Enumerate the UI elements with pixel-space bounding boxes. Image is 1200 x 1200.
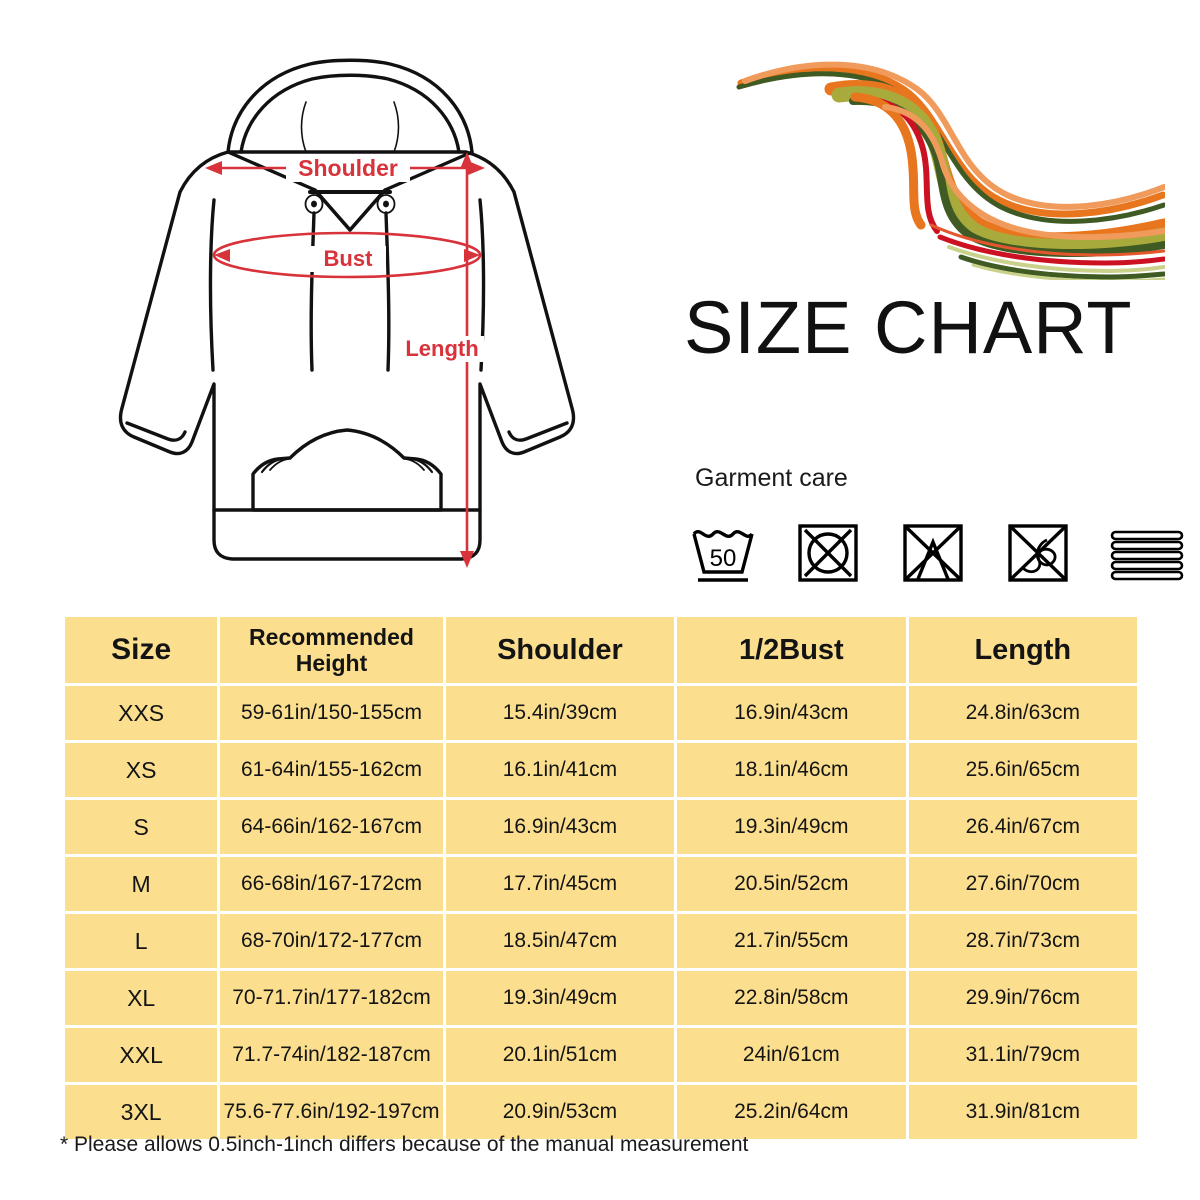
hoodie-measurement-diagram: Shoulder Bust Length: [118, 58, 576, 568]
garment-care-label: Garment care: [695, 464, 848, 492]
row-4-half-bust: 21.7in/55cm: [677, 914, 906, 968]
row-3-half-bust: 20.5in/52cm: [677, 857, 906, 911]
row-5-recommended-height: 70-71.7in/177-182cm: [220, 971, 443, 1025]
row-2-size: S: [65, 800, 218, 854]
dry-flat-lines-icon: [1110, 530, 1184, 581]
row-2-shoulder: 16.9in/43cm: [445, 800, 675, 854]
row-4-recommended-height: 68-70in/172-177cm: [220, 914, 443, 968]
row-7-recommended-height: 75.6-77.6in/192-197cm: [220, 1085, 443, 1139]
diagram-label-length: Length: [405, 336, 478, 361]
row-0-size: XXS: [65, 686, 218, 740]
table-header-row: Size Recommended Height Shoulder 1/2Bust…: [65, 617, 1137, 683]
row-4-size: L: [65, 914, 218, 968]
table-row: M 66-68in/167-172cm 17.7in/45cm 20.5in/52cm…: [65, 857, 1137, 911]
row-3-recommended-height: 66-68in/167-172cm: [220, 857, 443, 911]
row-6-length: 31.1in/79cm: [908, 1028, 1137, 1082]
row-7-shoulder: 20.9in/53cm: [445, 1085, 675, 1139]
size-chart-table: Size Recommended Height Shoulder 1/2Bust…: [62, 614, 1140, 1142]
row-7-size: 3XL: [65, 1085, 218, 1139]
row-3-shoulder: 17.7in/45cm: [445, 857, 675, 911]
diagram-label-bust: Bust: [324, 246, 374, 271]
row-7-half-bust: 25.2in/64cm: [677, 1085, 906, 1139]
table-row: 3XL 75.6-77.6in/192-197cm 20.9in/53cm 25.2i…: [65, 1085, 1137, 1139]
row-3-size: M: [65, 857, 218, 911]
row-0-half-bust: 16.9in/43cm: [677, 686, 906, 740]
do-not-dry-icon: [903, 524, 963, 582]
column-header-size: Size: [65, 617, 218, 683]
row-6-recommended-height: 71.7-74in/182-187cm: [220, 1028, 443, 1082]
table-row: XL 70-71.7in/177-182cm 19.3in/49cm 22.8in/5…: [65, 971, 1137, 1025]
column-header-height-line2: Height: [295, 650, 368, 676]
page-title: SIZE CHART: [684, 286, 1133, 369]
row-2-recommended-height: 64-66in/162-167cm: [220, 800, 443, 854]
column-header-length: Length: [908, 617, 1137, 683]
row-1-recommended-height: 61-64in/155-162cm: [220, 743, 443, 797]
garment-care-icon-row: 50: [688, 520, 1184, 590]
measurement-note: * Please allows 0.5inch-1inch differs be…: [60, 1133, 749, 1156]
wash-temperature-value: 50: [710, 545, 737, 572]
do-not-wring-icon: [1008, 524, 1068, 582]
row-2-length: 26.4in/67cm: [908, 800, 1137, 854]
row-5-shoulder: 19.3in/49cm: [445, 971, 675, 1025]
row-6-shoulder: 20.1in/51cm: [445, 1028, 675, 1082]
table-row: S 64-66in/162-167cm 16.9in/43cm 19.3in/49cm…: [65, 800, 1137, 854]
row-6-size: XXL: [65, 1028, 218, 1082]
row-5-length: 29.9in/76cm: [908, 971, 1137, 1025]
row-0-length: 24.8in/63cm: [908, 686, 1137, 740]
row-1-size: XS: [65, 743, 218, 797]
row-4-length: 28.7in/73cm: [908, 914, 1137, 968]
wash-50-icon: 50: [692, 530, 754, 582]
row-1-shoulder: 16.1in/41cm: [445, 743, 675, 797]
top-section: Shoulder Bust Length SIZE CHART Garm: [118, 58, 1184, 590]
column-header-height-line1: Recommended: [249, 624, 414, 650]
table-row: L 68-70in/172-177cm 18.5in/47cm 21.7in/55cm…: [65, 914, 1137, 968]
decorative-ribbon: [736, 61, 1165, 280]
row-1-length: 25.6in/65cm: [908, 743, 1137, 797]
row-3-length: 27.6in/70cm: [908, 857, 1137, 911]
row-4-shoulder: 18.5in/47cm: [445, 914, 675, 968]
row-0-shoulder: 15.4in/39cm: [445, 686, 675, 740]
diagram-label-shoulder: Shoulder: [298, 155, 398, 181]
row-7-length: 31.9in/81cm: [908, 1085, 1137, 1139]
row-6-half-bust: 24in/61cm: [677, 1028, 906, 1082]
row-5-half-bust: 22.8in/58cm: [677, 971, 906, 1025]
table-row: XS 61-64in/155-162cm 16.1in/41cm 18.1in/46c…: [65, 743, 1137, 797]
row-5-size: XL: [65, 971, 218, 1025]
column-header-half-bust: 1/2Bust: [677, 617, 906, 683]
row-0-recommended-height: 59-61in/150-155cm: [220, 686, 443, 740]
row-1-half-bust: 18.1in/46cm: [677, 743, 906, 797]
column-header-recommended-height: Recommended Height: [220, 617, 443, 683]
do-not-tumble-dry-icon: [798, 524, 858, 582]
table-row: XXS 59-61in/150-155cm 15.4in/39cm 16.9in/43…: [65, 686, 1137, 740]
table-row: XXL 71.7-74in/182-187cm 20.1in/51cm 24in/61…: [65, 1028, 1137, 1082]
column-header-shoulder: Shoulder: [445, 617, 675, 683]
row-2-half-bust: 19.3in/49cm: [677, 800, 906, 854]
